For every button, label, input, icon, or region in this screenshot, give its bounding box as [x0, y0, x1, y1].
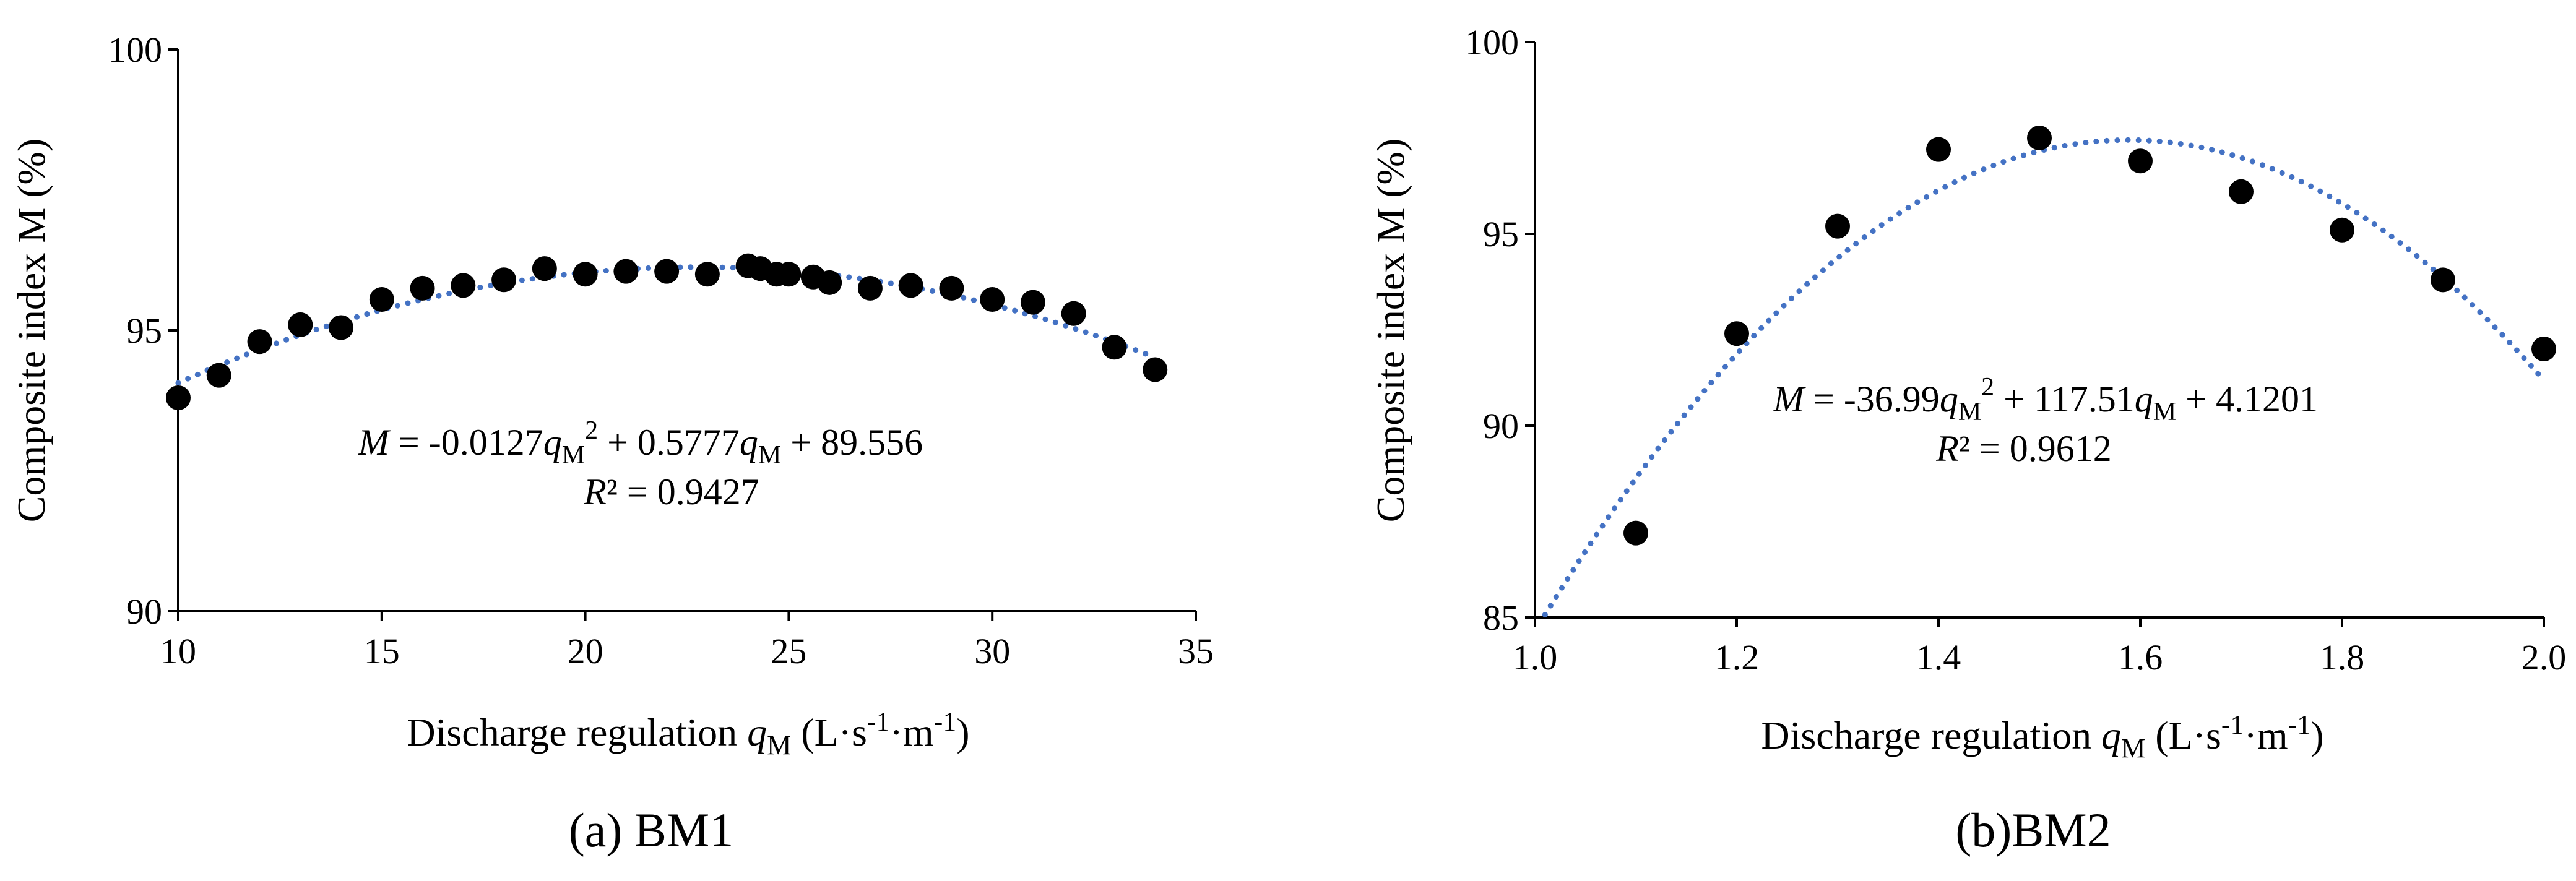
chart-bm2-ytick-label: 85 [1483, 598, 1519, 638]
chart-bm2-xlabel: Discharge regulation qM (L·s-1·m-1) [1761, 710, 2323, 763]
chart-bm2-ytick-label: 95 [1483, 214, 1519, 254]
chart-bm1-point [694, 262, 720, 287]
chart-bm2: 85 90 95 100 1.0 1.2 1.4 1.6 1.8 2.0 M = -36.99qM… [1368, 22, 2566, 857]
chart-bm1-point [939, 275, 964, 301]
chart-bm2-point [1623, 520, 1648, 546]
chart-bm1-point [776, 262, 802, 287]
chart-bm1-xtick-label: 25 [771, 631, 806, 671]
chart-bm2-ticks: 85 90 95 100 1.0 1.2 1.4 1.6 1.8 2.0 [1465, 22, 2566, 677]
chart-bm1-point [410, 275, 435, 301]
chart-bm2-ylabel: Composite index M (%) [1368, 139, 1412, 522]
chart-bm2-point [2128, 148, 2153, 174]
chart-bm1-ytick-label: 90 [126, 591, 162, 632]
chart-bm1-point [817, 270, 842, 295]
chart-bm2-xtick-label: 1.2 [1714, 637, 1760, 677]
chart-bm1-ylabel: Composite index M (%) [9, 139, 53, 522]
chart-bm2-xtick-label: 1.8 [2320, 637, 2365, 677]
chart-bm1-point [1020, 290, 1045, 315]
chart-bm1-point [573, 262, 598, 287]
chart-bm2-point [1926, 137, 1951, 162]
chart-bm1-equation: M = -0.0127qM2 + 0.5777qM + 89.556 [358, 416, 923, 470]
chart-bm2-caption: (b)BM2 [1955, 803, 2111, 857]
chart-bm2-point [2229, 179, 2254, 204]
chart-bm1-r2: R² = 0.9427 [583, 471, 759, 512]
chart-bm2-point [2027, 126, 2052, 150]
chart-bm2-trendline [1542, 137, 2547, 618]
chart-bm1-points [166, 253, 1168, 410]
chart-bm2-point [1724, 321, 1749, 346]
chart-bm2-point [2431, 267, 2455, 293]
chart-bm2-equation: M = -36.99qM2 + 117.51qM + 4.1201 [1773, 373, 2318, 426]
chart-bm1-xtick-label: 10 [160, 631, 196, 671]
chart-bm2-ytick-label: 90 [1483, 406, 1519, 446]
chart-bm1-point [1102, 335, 1127, 360]
chart-bm2-xtick-label: 1.0 [1513, 637, 1558, 677]
chart-bm1-point [288, 312, 313, 337]
chart-bm1-point [898, 273, 923, 298]
chart-bm1-xtick-label: 20 [568, 631, 603, 671]
chart-bm1-xlabel: Discharge regulation qM (L·s-1·m-1) [407, 707, 969, 760]
chart-bm1-point [1061, 301, 1086, 326]
chart-bm1-point [206, 363, 231, 388]
chart-bm2-ytick-label: 100 [1465, 22, 1519, 62]
chart-bm1: 90 95 100 10 15 20 25 30 35 M = -0.0127qM2 + 0.5… [9, 30, 1214, 857]
chart-bm1-point [491, 267, 517, 293]
chart-bm1-xtick-label: 30 [974, 631, 1010, 671]
chart-bm1-point [451, 273, 476, 298]
chart-bm1-point [613, 259, 639, 284]
chart-bm2-xtick-label: 1.6 [2118, 637, 2163, 677]
chart-bm2-trend-path [1542, 137, 2547, 618]
chart-bm2-point [2531, 337, 2556, 361]
chart-bm1-trend-path [175, 264, 1158, 386]
chart-bm2-point [1825, 213, 1850, 239]
chart-bm1-point [654, 259, 680, 284]
chart-bm1-xtick-label: 15 [364, 631, 400, 671]
chart-bm1-point [247, 329, 272, 355]
chart-bm1-point [532, 256, 557, 281]
chart-bm2-points [1623, 126, 2556, 546]
chart-bm1-point [166, 385, 191, 410]
chart-bm1-ytick-label: 100 [108, 30, 162, 70]
chart-bm1-caption: (a) BM1 [569, 803, 733, 857]
chart-bm2-xtick-label: 1.4 [1916, 637, 1961, 677]
chart-bm1-ytick-label: 95 [126, 311, 162, 351]
chart-bm1-point [1143, 357, 1168, 382]
chart-bm1-point [980, 287, 1005, 312]
chart-bm1-ticks: 90 95 100 10 15 20 25 30 35 [108, 30, 1214, 671]
chart-bm1-point [369, 287, 394, 312]
chart-bm1-point [329, 315, 354, 340]
chart-bm1-point [857, 275, 883, 301]
chart-bm1-xtick-label: 35 [1178, 631, 1214, 671]
chart-bm2-r2: R² = 0.9612 [1935, 428, 2111, 469]
chart-bm1-trendline [175, 264, 1158, 386]
chart-bm2-point [2330, 217, 2354, 243]
chart-bm2-xtick-label: 2.0 [2522, 637, 2567, 677]
